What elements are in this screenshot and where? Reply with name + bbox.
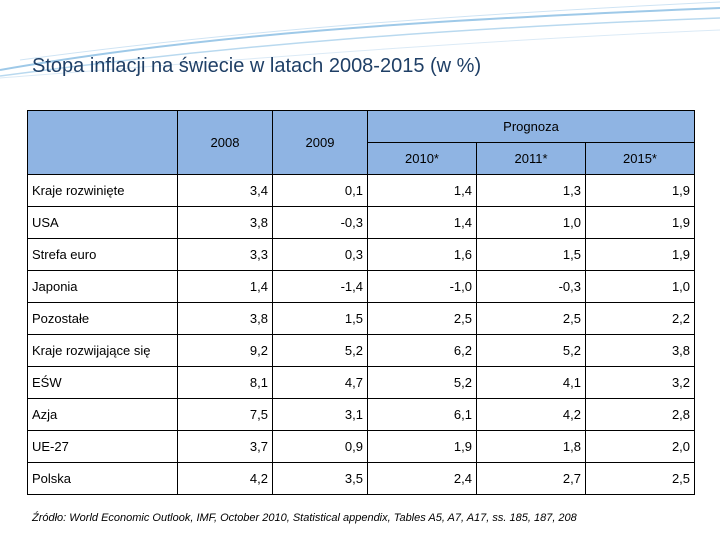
value-cell: 7,5 <box>177 398 273 431</box>
header-year-2008: 2008 <box>177 110 273 175</box>
row-label: Japonia <box>27 270 178 303</box>
decorative-swoosh <box>0 1 720 79</box>
value-cell: 3,8 <box>177 302 273 335</box>
table-row: UE-27 3,7 0,9 1,9 1,8 2,0 <box>27 430 696 463</box>
value-cell: 4,7 <box>272 366 368 399</box>
value-cell: 2,2 <box>584 302 696 335</box>
value-cell: 0,1 <box>272 174 368 207</box>
row-label: Pozostałe <box>27 302 178 335</box>
value-cell: 9,2 <box>177 334 273 367</box>
value-cell: -0,3 <box>476 270 586 303</box>
value-cell: 1,8 <box>476 430 586 463</box>
value-cell: 1,9 <box>584 206 696 239</box>
value-cell: 6,2 <box>367 334 477 367</box>
value-cell: 4,2 <box>476 398 586 431</box>
inflation-table: 2008 2009 Prognoza 2010* 2011* 2015* Kra… <box>27 110 696 495</box>
value-cell: 1,4 <box>367 206 477 239</box>
header-year-2015: 2015* <box>584 142 696 175</box>
value-cell: 2,5 <box>476 302 586 335</box>
value-cell: 2,4 <box>367 462 477 495</box>
value-cell: 2,5 <box>584 462 696 495</box>
value-cell: -0,3 <box>272 206 368 239</box>
header-year-2011: 2011* <box>476 142 586 175</box>
value-cell: 1,5 <box>272 302 368 335</box>
header-prognoza: Prognoza <box>366 110 696 143</box>
row-label: UE-27 <box>27 430 178 463</box>
value-cell: 3,8 <box>177 206 273 239</box>
value-cell: 1,4 <box>177 270 273 303</box>
table-row: Pozostałe 3,8 1,5 2,5 2,5 2,2 <box>27 302 696 335</box>
row-label: Polska <box>27 462 178 495</box>
value-cell: 1,0 <box>584 270 696 303</box>
table-row: Japonia 1,4 -1,4 -1,0 -0,3 1,0 <box>27 270 696 303</box>
value-cell: 1,9 <box>367 430 477 463</box>
value-cell: 8,1 <box>177 366 273 399</box>
value-cell: 3,4 <box>177 174 273 207</box>
row-label: Azja <box>27 398 178 431</box>
row-label: Kraje rozwijające się <box>27 334 178 367</box>
value-cell: 4,1 <box>476 366 586 399</box>
table-row: Kraje rozwinięte 3,4 0,1 1,4 1,3 1,9 <box>27 174 696 207</box>
value-cell: 1,9 <box>584 238 696 271</box>
table-row: Strefa euro 3,3 0,3 1,6 1,5 1,9 <box>27 238 696 271</box>
row-label: Kraje rozwinięte <box>27 174 178 207</box>
value-cell: 1,6 <box>367 238 477 271</box>
value-cell: 3,3 <box>177 238 273 271</box>
row-label: USA <box>27 206 178 239</box>
header-row-2: 2010* 2011* 2015* <box>28 142 696 175</box>
value-cell: 3,1 <box>272 398 368 431</box>
value-cell: 2,5 <box>367 302 477 335</box>
value-cell: 6,1 <box>367 398 477 431</box>
value-cell: 5,2 <box>272 334 368 367</box>
row-label: EŚW <box>27 366 178 399</box>
value-cell: 3,8 <box>584 334 696 367</box>
table-row: Kraje rozwijające się 9,2 5,2 6,2 5,2 3,8 <box>27 334 696 367</box>
header-empty-cell <box>27 110 178 175</box>
table-body: Kraje rozwinięte 3,4 0,1 1,4 1,3 1,9 USA 3,8 -0,… <box>27 174 696 495</box>
value-cell: 0,3 <box>272 238 368 271</box>
value-cell: 1,4 <box>367 174 477 207</box>
row-label: Strefa euro <box>27 238 178 271</box>
value-cell: 3,2 <box>584 366 696 399</box>
value-cell: 5,2 <box>367 366 477 399</box>
value-cell: 3,5 <box>272 462 368 495</box>
table-row: Azja 7,5 3,1 6,1 4,2 2,8 <box>27 398 696 431</box>
value-cell: 2,8 <box>584 398 696 431</box>
header-year-2009: 2009 <box>272 110 368 175</box>
value-cell: 5,2 <box>476 334 586 367</box>
value-cell: 2,7 <box>476 462 586 495</box>
value-cell: 0,9 <box>272 430 368 463</box>
value-cell: 1,5 <box>476 238 586 271</box>
page-title: Stopa inflacji na świecie w latach 2008-… <box>32 55 482 77</box>
value-cell: 4,2 <box>177 462 273 495</box>
value-cell: -1,0 <box>367 270 477 303</box>
table-row: USA 3,8 -0,3 1,4 1,0 1,9 <box>27 206 696 239</box>
header-year-2010: 2010* <box>367 142 477 175</box>
source-note: Źródło: World Economic Outlook, IMF, Oct… <box>32 512 577 524</box>
header-row-1: 2008 2009 Prognoza <box>27 110 696 175</box>
value-cell: -1,4 <box>272 270 368 303</box>
value-cell: 1,0 <box>476 206 586 239</box>
value-cell: 3,7 <box>177 430 273 463</box>
table-row: Polska 4,2 3,5 2,4 2,7 2,5 <box>27 462 696 495</box>
value-cell: 1,3 <box>476 174 586 207</box>
value-cell: 1,9 <box>584 174 696 207</box>
table-row: EŚW 8,1 4,7 5,2 4,1 3,2 <box>27 366 696 399</box>
value-cell: 2,0 <box>584 430 696 463</box>
